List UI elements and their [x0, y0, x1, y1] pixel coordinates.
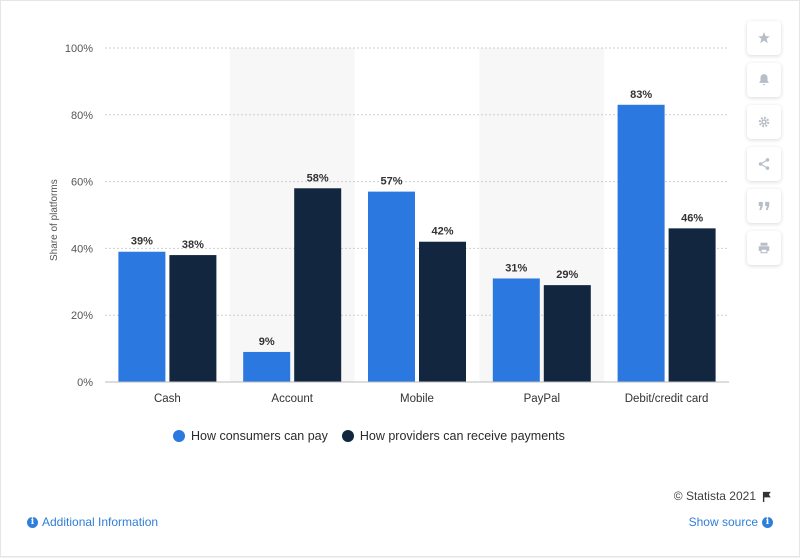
- additional-information-label: Additional Information: [42, 515, 159, 529]
- show-source-link[interactable]: Show source i: [689, 515, 773, 529]
- share-button[interactable]: [747, 147, 781, 181]
- notification-button[interactable]: [747, 63, 781, 97]
- y-tick-label: 0%: [77, 377, 93, 389]
- flag-icon[interactable]: [762, 490, 773, 502]
- additional-information-link[interactable]: i Additional Information: [27, 515, 158, 529]
- copyright: © Statista 2021: [674, 489, 773, 503]
- data-label: 83%: [630, 89, 652, 101]
- cite-button[interactable]: [747, 189, 781, 223]
- info-icon: i: [762, 516, 773, 528]
- legend-label-consumers: How consumers can pay: [191, 429, 328, 443]
- data-label: 9%: [259, 336, 275, 348]
- data-label: 29%: [556, 269, 578, 281]
- x-tick-label: Debit/credit card: [625, 393, 709, 405]
- chart-legend: How consumers can pay How providers can …: [173, 429, 579, 443]
- bell-icon: [759, 74, 769, 86]
- side-toolbar: [747, 21, 781, 273]
- y-tick-label: 60%: [71, 177, 93, 189]
- print-button[interactable]: [747, 231, 781, 265]
- share-icon: [758, 158, 770, 170]
- bar: [368, 191, 415, 382]
- bar: [419, 241, 466, 382]
- legend-marker-providers: [341, 430, 354, 442]
- data-label: 38%: [182, 239, 204, 251]
- y-axis-label: Share of platforms: [49, 179, 60, 261]
- gear-icon: [758, 116, 770, 128]
- x-tick-label: Mobile: [400, 393, 434, 405]
- star-icon: [758, 32, 770, 44]
- y-tick-label: 100%: [65, 43, 93, 55]
- copyright-text: © Statista 2021: [673, 489, 756, 503]
- legend-label-providers: How providers can receive payments: [359, 429, 565, 443]
- data-label: 42%: [431, 226, 453, 238]
- data-label: 31%: [505, 262, 527, 274]
- bar: [492, 278, 540, 382]
- bar: [543, 285, 591, 382]
- y-tick-label: 80%: [71, 110, 93, 122]
- y-tick-label: 20%: [71, 310, 93, 322]
- info-icon: i: [27, 516, 38, 528]
- bar: [118, 251, 166, 382]
- legend-item-consumers[interactable]: How consumers can pay: [173, 429, 328, 443]
- data-label: 58%: [307, 172, 329, 184]
- legend-marker-consumers: [173, 430, 185, 442]
- legend-item-providers[interactable]: How providers can receive payments: [341, 429, 565, 443]
- data-label: 57%: [380, 176, 402, 188]
- bar: [169, 255, 217, 382]
- print-icon: [758, 242, 770, 254]
- settings-button[interactable]: [747, 105, 781, 139]
- x-tick-label: PayPal: [524, 393, 560, 405]
- bar: [243, 351, 291, 382]
- show-source-label: Show source: [688, 515, 758, 529]
- y-tick-label: 40%: [71, 243, 93, 255]
- favorite-button[interactable]: [747, 21, 781, 55]
- data-label: 39%: [131, 236, 153, 248]
- data-label: 46%: [681, 212, 703, 224]
- bar: [294, 188, 342, 382]
- x-tick-label: Cash: [154, 393, 181, 405]
- x-tick-label: Account: [271, 393, 313, 405]
- quote-icon: [758, 201, 770, 211]
- bar: [668, 228, 716, 382]
- bar: [617, 104, 665, 382]
